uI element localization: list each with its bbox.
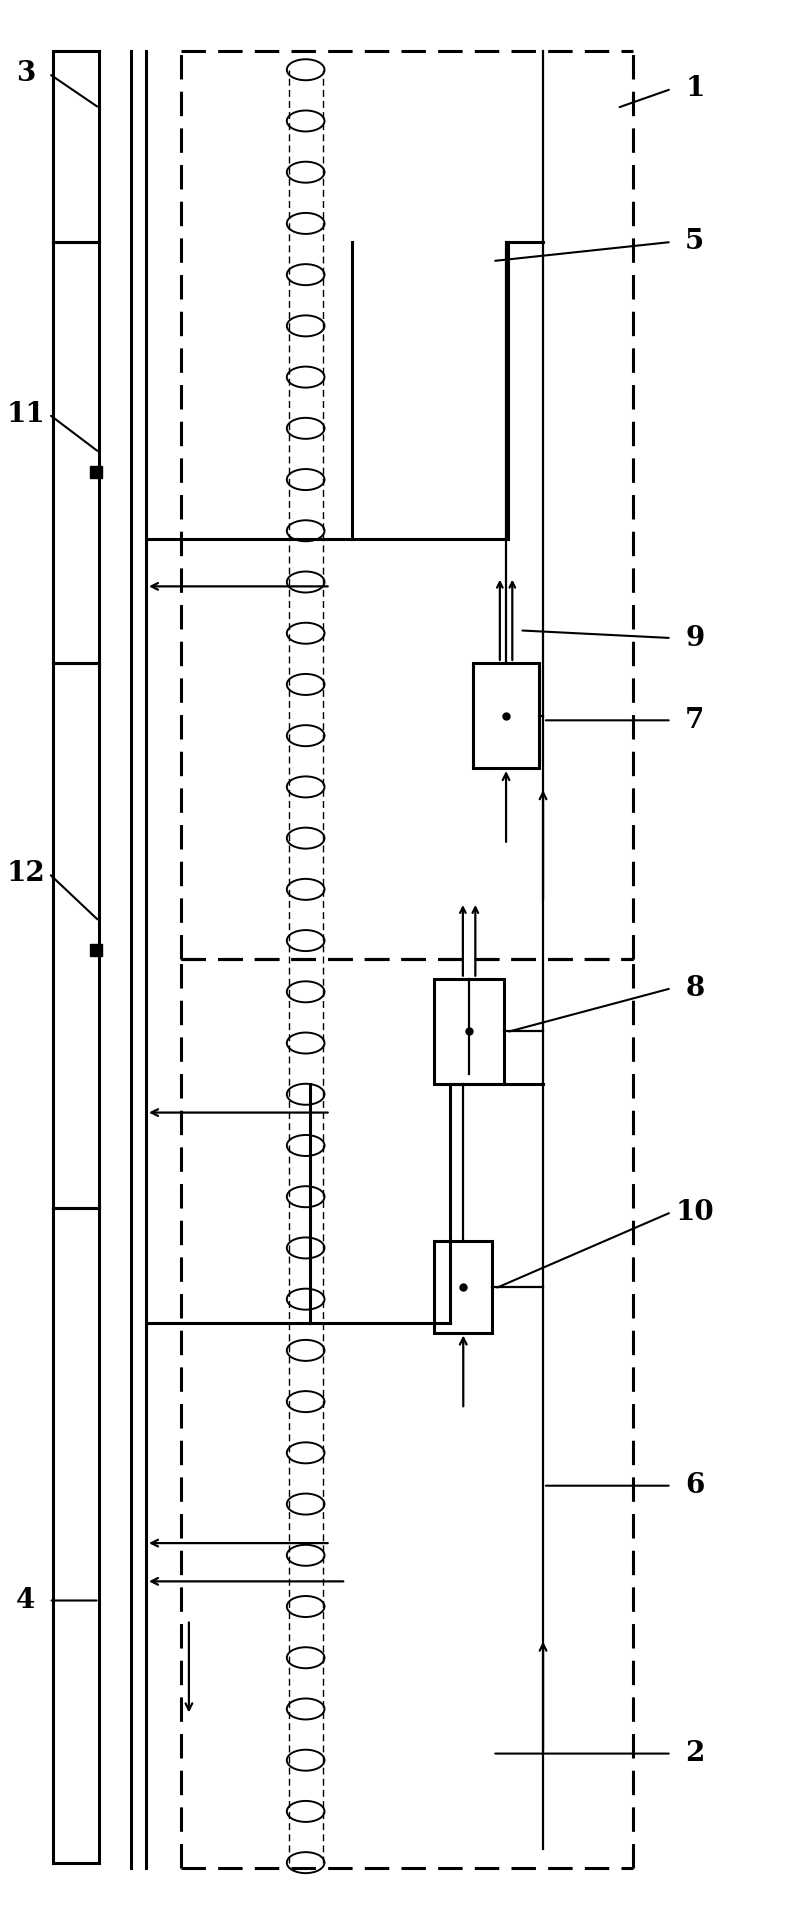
Text: 9: 9 [685,624,705,652]
Text: 6: 6 [685,1472,705,1499]
Text: 5: 5 [685,228,705,255]
Text: 12: 12 [6,860,45,887]
Bar [434,1242,493,1332]
Text: 2: 2 [685,1741,705,1767]
Bar [473,662,539,768]
Text: 3: 3 [16,59,35,86]
Text: 10: 10 [676,1199,714,1226]
Text: 4: 4 [16,1587,35,1614]
Text: 1: 1 [685,75,705,102]
Bar [434,979,504,1084]
Text: 8: 8 [685,975,705,1002]
Text: 11: 11 [6,401,45,428]
Text: 7: 7 [685,706,705,733]
